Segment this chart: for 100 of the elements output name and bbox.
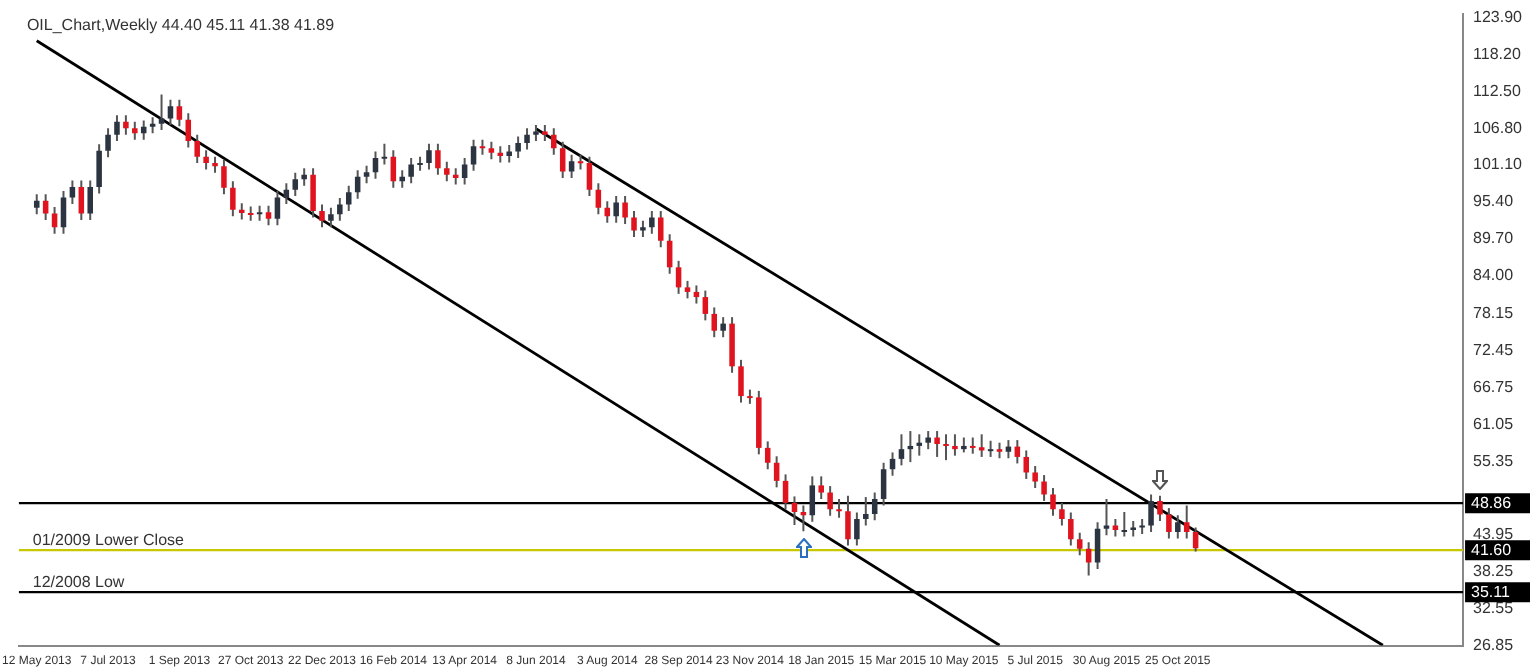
candlestick: [649, 210, 655, 235]
y-tick-label: 112.50: [1473, 81, 1522, 100]
candlestick: [711, 306, 718, 339]
candlestick: [595, 182, 602, 216]
candlestick: [1032, 465, 1038, 490]
candlestick: [132, 120, 138, 141]
candlestick: [194, 133, 200, 165]
candlestick: [586, 155, 593, 198]
candlestick: [782, 473, 789, 511]
candlestick: [515, 135, 521, 159]
candlestick: [42, 193, 49, 222]
candlestick: [1183, 504, 1190, 540]
candlestick: [720, 316, 726, 339]
candlestick: [435, 142, 441, 176]
y-tick-label: 89.70: [1473, 229, 1515, 248]
candlestick: [292, 171, 299, 198]
candlestick: [773, 455, 780, 489]
candlestick: [1076, 531, 1083, 557]
y-tick-label: 55.35: [1473, 451, 1515, 470]
y-tick-label: 95.40: [1473, 192, 1515, 211]
candlestick: [818, 475, 824, 501]
annotation: 01/2009 Lower Close: [32, 530, 186, 549]
candlestick: [310, 167, 316, 219]
y-tick-label: 66.75: [1473, 377, 1515, 396]
y-tick-label: 123.90: [1473, 7, 1524, 26]
candlestick: [123, 114, 129, 136]
y-tick-label: 118.20: [1473, 44, 1522, 63]
candlestick: [470, 138, 477, 172]
candlestick: [675, 259, 682, 295]
candlestick: [345, 184, 352, 212]
candlestick: [230, 180, 236, 218]
ref-line-label: 41.60: [1471, 540, 1513, 559]
candlestick: [738, 358, 744, 404]
candlestick: [925, 430, 931, 451]
candlestick: [114, 114, 120, 143]
ref-line-label: 35.11: [1471, 582, 1512, 601]
candlestick: [524, 127, 530, 151]
candlestick: [622, 195, 628, 225]
candlestick: [105, 127, 111, 159]
candlestick: [221, 158, 227, 196]
candlestick: [1023, 449, 1030, 480]
candlestick: [952, 433, 958, 457]
candlestick: [934, 430, 940, 458]
chart-title: OIL_Chart,Weekly 44.40 45.11 41.38 41.89: [26, 16, 336, 35]
candlestick: [203, 149, 209, 171]
candlestick: [898, 433, 905, 467]
candlestick: [33, 193, 40, 216]
candlestick: [158, 93, 165, 132]
y-tick-label: 38.25: [1473, 562, 1515, 581]
candlestick: [809, 475, 816, 523]
candlestick: [551, 127, 557, 156]
candlestick: [1050, 487, 1056, 517]
candlestick: [943, 433, 949, 462]
candlestick: [791, 495, 798, 526]
candlestick: [328, 206, 334, 229]
ref-line-label: 48.86: [1471, 493, 1513, 512]
candlestick: [854, 511, 860, 547]
candlestick: [559, 140, 566, 179]
candlestick: [381, 142, 388, 166]
candlestick: [1166, 507, 1172, 540]
candlestick: [568, 153, 575, 179]
annotation: 12/2008 Low: [32, 572, 125, 591]
candlestick: [1041, 474, 1047, 502]
candlestick: [1068, 511, 1074, 547]
candlestick: [613, 195, 619, 224]
candlestick: [764, 440, 771, 471]
candlestick: [319, 203, 325, 229]
y-tick-label: 61.05: [1473, 414, 1515, 433]
candlestick: [1059, 501, 1065, 527]
candlestick: [827, 485, 833, 517]
candlestick: [96, 143, 102, 195]
candlestick: [702, 289, 709, 322]
candlestick: [880, 461, 887, 507]
y-tick-label: 84.00: [1473, 266, 1515, 285]
candlestick: [1148, 493, 1154, 534]
y-tick-label: 106.80: [1473, 118, 1524, 137]
candlestick: [729, 316, 735, 374]
candlestick: [444, 160, 450, 183]
candlestick: [1175, 514, 1181, 540]
y-tick-label: 101.10: [1473, 155, 1524, 174]
candlestick: [836, 498, 842, 519]
candlestick: [845, 494, 851, 547]
candlestick: [176, 98, 183, 128]
candlestick: [871, 491, 878, 522]
y-tick-label: 78.15: [1473, 303, 1515, 322]
y-tick-label: 32.55: [1473, 599, 1515, 618]
y-tick-label: 72.45: [1473, 340, 1515, 359]
candlestick: [1121, 510, 1128, 538]
candlestick: [265, 204, 272, 227]
y-tick-label: 43.95: [1473, 525, 1515, 544]
candlestick: [863, 496, 869, 527]
candlestick: [426, 142, 432, 171]
candlestick: [247, 205, 254, 222]
candlestick: [60, 189, 67, 235]
candlestick: [631, 210, 637, 238]
candlestick: [87, 179, 93, 222]
candlestick: [657, 210, 664, 249]
y-tick-label: 26.85: [1473, 636, 1515, 655]
candlestick: [1157, 494, 1163, 523]
candlestick: [274, 189, 281, 227]
